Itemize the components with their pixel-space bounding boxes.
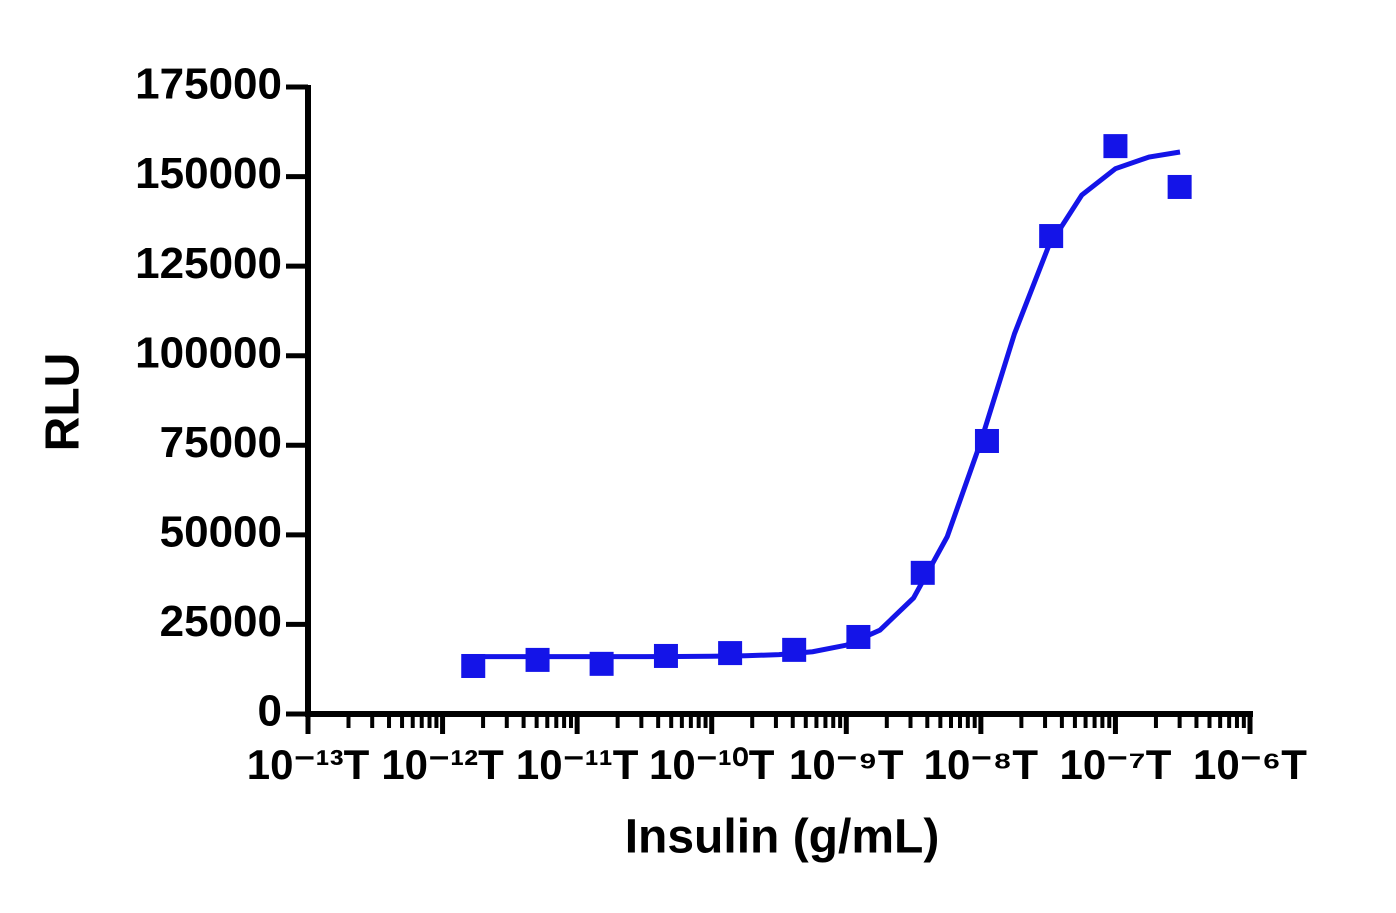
x-tick-label: 10⁻¹²T — [381, 741, 504, 788]
x-tick-label: 10⁻⁹T — [789, 741, 904, 788]
data-point — [1103, 134, 1128, 159]
data-point — [718, 641, 743, 666]
y-tick-label: 125000 — [135, 239, 282, 288]
data-point — [525, 647, 550, 672]
data-point — [910, 560, 935, 585]
x-tick-label: 10⁻⁷T — [1059, 741, 1171, 788]
data-point — [1167, 174, 1192, 199]
x-axis-label: Insulin (g/mL) — [625, 811, 940, 864]
x-tick-label: 10⁻¹³T — [247, 741, 370, 788]
y-tick-label: 0 — [258, 687, 282, 736]
data-point — [974, 428, 999, 453]
y-tick-label: 25000 — [160, 597, 282, 646]
y-tick-label: 50000 — [160, 507, 282, 556]
data-point — [782, 637, 807, 662]
data-point — [589, 651, 614, 676]
fit-curve — [473, 149, 1181, 660]
x-tick-label: 10⁻⁸T — [924, 741, 1039, 788]
x-tick-label: 10⁻¹⁰T — [649, 741, 775, 788]
y-tick-label: 150000 — [135, 149, 282, 198]
y-tick-label: 100000 — [135, 328, 282, 377]
data-point — [1039, 224, 1064, 249]
data-point — [461, 653, 486, 678]
data-point — [846, 624, 871, 649]
y-tick-label: 75000 — [160, 418, 282, 467]
y-tick-label: 175000 — [135, 60, 282, 109]
x-tick-label: 10⁻¹¹T — [516, 741, 639, 788]
data-point — [653, 643, 678, 668]
y-axis-label: RLU — [37, 353, 90, 452]
x-tick-label: 10⁻⁶T — [1193, 741, 1307, 788]
